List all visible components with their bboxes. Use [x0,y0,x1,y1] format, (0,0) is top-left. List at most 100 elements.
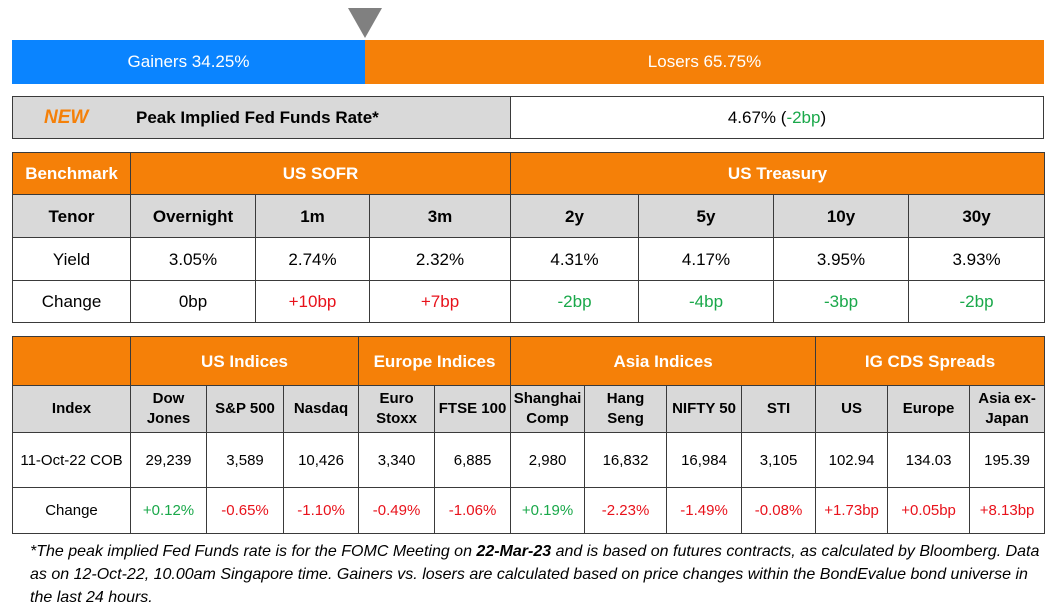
index-label: Index [12,385,131,433]
index-value-cell: 10,426 [282,432,360,488]
indices-table: US Indices Europe Indices Asia Indices I… [12,336,1046,534]
index-change-cell: -0.08% [741,487,817,534]
index-name-line: Asia ex- [978,390,1036,407]
ig-cds-spreads-header: IG CDS Spreads [815,336,1046,386]
footnote-date: 22-Mar-23 [476,543,552,560]
yield-cell: 4.17% [638,237,775,281]
index-change-cell: +1.73bp [815,487,889,534]
indices-group-header-row: US Indices Europe Indices Asia Indices I… [12,336,1046,386]
index-value-cell: 2,980 [510,432,586,488]
index-name-header: Europe [887,385,971,433]
gainers-bar: Gainers 34.25% [12,40,365,84]
index-value-cell: 6,885 [434,432,512,488]
index-value-cell: 3,340 [358,432,436,488]
rate-change-cell: 0bp [130,280,256,323]
index-value-cell: 3,105 [741,432,817,488]
losers-label: Losers 65.75% [647,52,762,71]
fed-funds-change: -2bp [786,107,821,127]
index-value-cell: 3,589 [206,432,284,488]
footnote-part1: *The peak implied Fed Funds rate is for … [30,543,477,560]
index-name-header: S&P 500 [206,385,284,433]
index-name-line: S&P 500 [215,400,275,417]
index-change-cell: +8.13bp [969,487,1046,534]
rate-change-cell: -2bp [510,280,640,323]
fed-funds-value: 4.67% [727,107,777,127]
index-change-cell: -0.65% [206,487,284,534]
index-name-header: Shanghai Comp [510,385,586,433]
index-name-line: FTSE 100 [438,400,507,417]
index-change-cell: +0.05bp [887,487,971,534]
rates-table: Benchmark US SOFR US Treasury Tenor Over… [12,152,1046,323]
index-name-header: Nasdaq [282,385,360,433]
asia-indices-header: Asia Indices [510,336,817,386]
index-name-line: NIFTY 50 [672,400,736,417]
index-name-line: Jones [146,410,191,427]
fed-funds-value-cell: 4.67% (-2bp) [511,97,1043,138]
index-value-row: 11-Oct-22 COB 29,239 3,589 10,426 3,340 6,88… [12,432,1046,488]
index-value-cell: 102.94 [815,432,889,488]
rates-change-label: Change [12,280,131,323]
index-name-line: Euro [379,390,414,407]
rates-change-row: Change 0bp +10bp +7bp -2bp -4bp -3bp -2bp [12,280,1046,323]
index-name-header: STI [741,385,817,433]
yield-label: Yield [12,237,131,281]
gainers-label: Gainers 34.25% [127,52,250,71]
index-name-header: Asia ex- Japan [969,385,1046,433]
yield-cell: 3.93% [908,237,1046,281]
tenor-header: 3m [368,194,512,238]
index-change-cell: -1.10% [282,487,360,534]
rate-change-cell: +7bp [368,280,512,323]
tenor-header: Overnight [130,194,256,238]
index-value-cell: 134.03 [887,432,971,488]
index-change-cell: -1.06% [434,487,512,534]
index-name-line: Hang [606,390,645,407]
index-value-cell: 16,832 [584,432,668,488]
yield-cell: 2.74% [255,237,370,281]
index-name-line: Japan [985,410,1029,427]
index-change-cell: +0.19% [510,487,586,534]
index-name-header: Hang Seng [584,385,668,433]
yield-cell: 3.05% [130,237,256,281]
index-value-cell: 195.39 [969,432,1046,488]
triangle-down-icon [348,8,382,38]
new-badge: NEW [44,106,89,128]
paren-close: ) [820,107,827,127]
tenor-header: 30y [908,194,1046,238]
tenor-row: Tenor Overnight 1m 3m 2y 5y 10y 30y [12,194,1046,238]
index-change-row: Change +0.12% -0.65% -1.10% -0.49% -1.06% +0.… [12,487,1046,534]
index-name-line: Dow [152,390,185,407]
index-name-line: Seng [607,410,644,427]
index-change-cell: -1.49% [666,487,743,534]
blank-header [12,336,131,386]
benchmark-header: Benchmark [12,152,131,195]
fed-funds-row: NEW Peak Implied Fed Funds Rate* 4.67% (… [12,96,1044,139]
rates-group-header-row: Benchmark US SOFR US Treasury [12,152,1046,195]
losers-bar: Losers 65.75% [365,40,1044,84]
index-name-row: Index Dow Jones S&P 500 Nasdaq Euro Stoxx FTSE… [12,385,1046,433]
yield-row: Yield 3.05% 2.74% 2.32% 4.31% 4.17% 3.95% 3.93… [12,237,1046,281]
yield-cell: 4.31% [510,237,640,281]
fed-funds-label: Peak Implied Fed Funds Rate* [136,107,379,127]
index-change-label: Change [12,487,131,534]
index-name-line: Shanghai [513,390,582,407]
index-name-line: Comp [526,410,569,427]
tenor-header: 2y [510,194,640,238]
yield-cell: 3.95% [773,237,910,281]
index-name-line: Stoxx [376,410,417,427]
index-change-cell: -0.49% [358,487,436,534]
index-name-line: Nasdaq [293,400,349,417]
europe-indices-header: Europe Indices [358,336,512,386]
index-name-header: Euro Stoxx [358,385,436,433]
date-label: 11-Oct-22 COB [12,432,131,488]
index-change-cell: +0.12% [130,487,207,534]
footnote: *The peak implied Fed Funds rate is for … [30,540,1040,609]
rate-change-cell: +10bp [255,280,370,323]
rate-change-cell: -4bp [638,280,775,323]
tenor-header: 10y [773,194,910,238]
index-value-cell: 16,984 [666,432,743,488]
paren-open: ( [776,107,787,127]
index-name-header: Dow Jones [130,385,207,433]
us-sofr-header: US SOFR [129,152,512,195]
index-name-header: FTSE 100 [434,385,512,433]
index-name-line: STI [766,400,791,417]
